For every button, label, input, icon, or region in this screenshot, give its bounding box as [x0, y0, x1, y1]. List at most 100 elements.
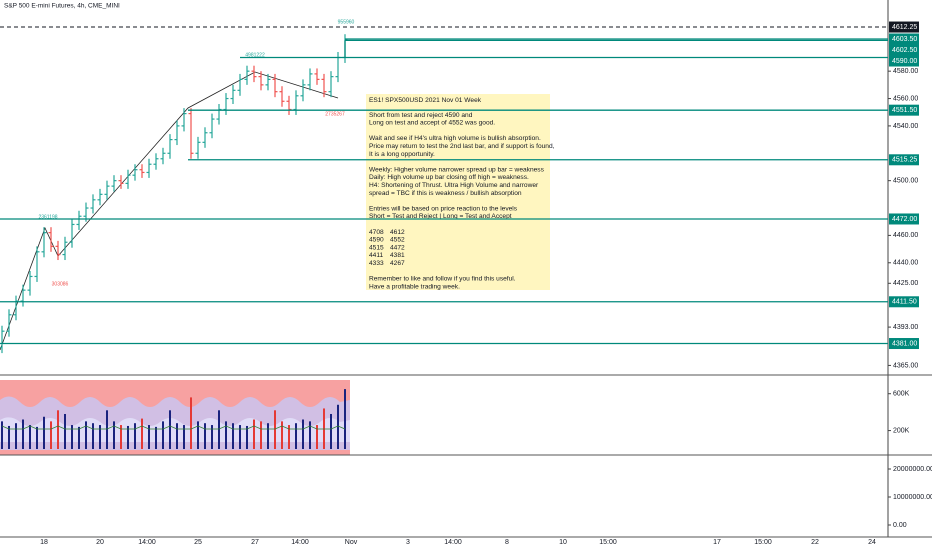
volume-bar [134, 423, 136, 449]
volume-inner-band [0, 417, 350, 442]
volume-bar [239, 425, 241, 449]
volume-average [1, 425, 346, 430]
note-line: spread = TBC if this is weakness / bulli… [369, 190, 522, 197]
volume-bar [281, 421, 283, 449]
note-line: Price may return to test the 2nd last ba… [369, 143, 555, 150]
y-tick-label: 600K [893, 391, 910, 398]
volume-bar [155, 426, 157, 449]
note-table-cell: 4411 [369, 252, 384, 259]
volume-bar [274, 410, 276, 449]
x-tick-label: 17 [713, 539, 721, 546]
y-tick-label: 200K [893, 427, 910, 434]
x-tick-label: 18 [40, 539, 48, 546]
volume-bar [43, 416, 45, 449]
x-tick-label: 14:00 [138, 539, 156, 546]
level-label: 4411.50 [892, 299, 917, 306]
volume-bar [50, 421, 52, 449]
volume-bar [162, 421, 164, 449]
note-line: It is a long opportunity. [369, 151, 435, 158]
x-tick-label: 15:00 [754, 539, 772, 546]
volume-bar [15, 423, 17, 449]
level-label: 4612.25 [892, 24, 917, 31]
level-label-box [889, 104, 919, 116]
volume-bar [120, 425, 122, 449]
note-line: Remember to like and follow if you find … [369, 276, 516, 283]
x-tick-label: 22 [811, 539, 819, 546]
level-label-box [889, 33, 919, 45]
note-line: Long on test and accept of 4552 was good… [369, 120, 495, 127]
volume-bar [253, 419, 255, 449]
x-tick-label: 20 [96, 539, 104, 546]
note-table-cell: 4708 [369, 229, 384, 236]
note-line: Short = Test and Reject | Long = Test an… [369, 213, 512, 220]
x-tick-label: 10 [559, 539, 567, 546]
volume-bar [57, 410, 59, 449]
note-table-cell: 4381 [390, 252, 405, 259]
volume-bar [127, 425, 129, 449]
volume-bar [302, 419, 304, 449]
y-tick-label: 4560.00 [893, 95, 918, 102]
volume-bar [260, 421, 262, 449]
level-label: 4590.00 [892, 58, 917, 65]
annotation: 303086 [52, 281, 69, 287]
y-tick-label: 4500.00 [893, 178, 918, 185]
y-tick-label: 0.00 [893, 522, 907, 529]
volume-bar [141, 418, 143, 449]
annotation: 4981222 [245, 52, 265, 58]
volume-bar [169, 410, 171, 449]
note-table-cell: 4515 [369, 244, 384, 251]
y-tick-label: 4393.00 [893, 324, 918, 331]
volume-bar [344, 389, 346, 449]
volume-bar [85, 421, 87, 449]
note-table-cell: 4590 [369, 237, 384, 244]
y-tick-label: 4425.00 [893, 280, 918, 287]
chart-title: S&P 500 E-mini Futures, 4h, CME_MINI [4, 3, 120, 10]
volume-bar [337, 404, 339, 449]
note-background [366, 94, 550, 290]
note-line: Wait and see if H4's ultra high volume i… [369, 135, 541, 142]
y-tick-label: 10000000.00 [893, 494, 932, 501]
volume-bar [295, 423, 297, 449]
level-label-box [889, 296, 919, 308]
y-tick-label: 4365.00 [893, 362, 918, 369]
volume-bar [225, 421, 227, 449]
level-label: 4603.50 [892, 36, 917, 43]
x-tick-label: 14:00 [291, 539, 309, 546]
volume-bar [183, 425, 185, 449]
volume-bar [36, 426, 38, 449]
level-label-box [889, 44, 919, 56]
y-tick-label: 4540.00 [893, 123, 918, 130]
volume-bar [218, 410, 220, 449]
level-label-box [889, 154, 919, 166]
level-label: 4551.50 [892, 107, 917, 114]
volume-bar [64, 413, 66, 449]
volume-bar [99, 425, 101, 449]
volume-bar [113, 421, 115, 449]
note-table-cell: 4267 [390, 260, 405, 267]
x-tick-label: 27 [251, 539, 259, 546]
volume-bar [29, 425, 31, 449]
note-table-cell: 4552 [390, 237, 405, 244]
level-label-box [889, 213, 919, 225]
y-tick-label: 4580.00 [893, 68, 918, 75]
volume-bar [316, 425, 318, 449]
volume-bar [106, 410, 108, 449]
note-table-cell: 4612 [390, 229, 405, 236]
volume-bar [71, 425, 73, 449]
volume-bar [190, 397, 192, 449]
y-tick-label: 4460.00 [893, 232, 918, 239]
volume-bar [330, 413, 332, 449]
volume-bar [176, 423, 178, 449]
annotation: 955960 [338, 19, 355, 25]
x-tick-label: 24 [868, 539, 876, 546]
y-tick-label: 20000000.00 [893, 466, 932, 473]
volume-bar [148, 425, 150, 449]
note-line: H4: Shortening of Thrust. Ultra High Vol… [369, 182, 539, 189]
volume-bar [204, 423, 206, 449]
volume-bar [92, 423, 94, 449]
note-table-cell: 4472 [390, 244, 405, 251]
x-tick-label: 25 [194, 539, 202, 546]
note-line: Weekly: Higher volume narrower spread up… [369, 166, 545, 173]
level-label: 4472.00 [892, 216, 917, 223]
